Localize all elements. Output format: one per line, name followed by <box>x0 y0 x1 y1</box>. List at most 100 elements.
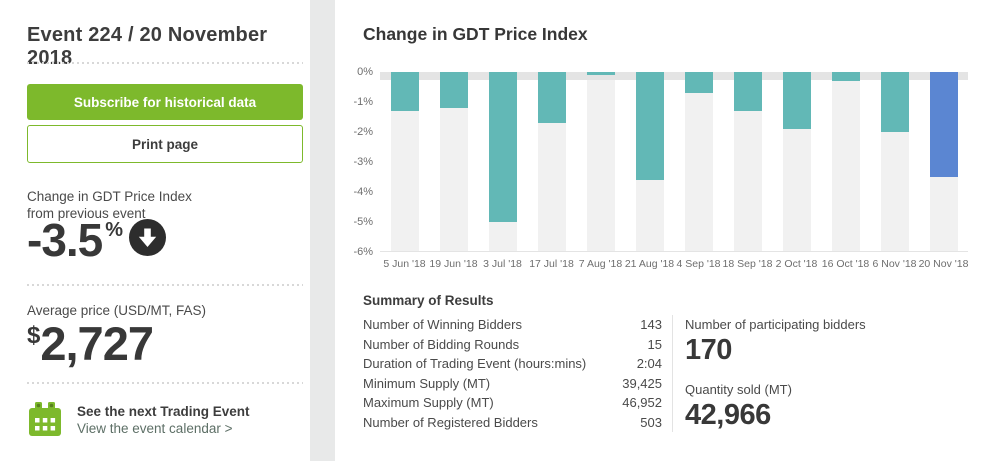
chart-plot: 5 Jun '18 19 Jun '18 3 Jul '18 17 Jul '18 7 … <box>380 72 968 270</box>
change-index-value: -3.5 <box>27 214 103 266</box>
chart-bar <box>880 72 909 132</box>
summary-row-value: 143 <box>640 317 662 332</box>
next-event-title: See the next Trading Event <box>77 404 250 419</box>
summary-row: Minimum Supply (MT) 39,425 <box>363 374 662 394</box>
x-tick-label: 16 Oct '18 <box>821 258 870 270</box>
summary-row-value: 15 <box>647 336 662 352</box>
summary-table: Number of Winning Bidders 143 Number of Bi… <box>363 315 673 432</box>
y-tick-label: -4% <box>353 186 373 198</box>
chart-bar <box>782 72 811 129</box>
y-tick-label: -6% <box>353 246 373 258</box>
summary-row: Number of Winning Bidders 143 <box>363 315 662 335</box>
chart-bar <box>929 72 958 177</box>
chart-zero-band <box>380 72 968 80</box>
average-price-value-row: $ 2,727 <box>27 317 154 370</box>
x-tick-label: 3 Jul '18 <box>483 258 522 270</box>
average-price-value: 2,727 <box>40 317 154 370</box>
divider <box>27 284 303 286</box>
change-index-label: Change in GDT Price Index from previous … <box>27 188 192 222</box>
y-tick-label: -5% <box>353 216 373 228</box>
chart-column: 3 Jul '18 <box>478 72 527 270</box>
quantity-sold-label: Quantity sold (MT) <box>685 382 792 397</box>
change-index-label-line1: Change in GDT Price Index <box>27 189 192 204</box>
print-page-button[interactable]: Print page <box>27 125 303 163</box>
chart-column: 21 Aug '18 <box>625 72 674 270</box>
average-price-currency: $ <box>27 322 41 349</box>
participating-bidders-label: Number of participating bidders <box>685 317 866 332</box>
summary-row-value: 503 <box>640 414 662 430</box>
chart-column: 4 Sep '18 <box>674 72 723 270</box>
chart-bar <box>537 72 566 123</box>
chart-column: 5 Jun '18 <box>380 72 429 270</box>
divider <box>27 382 303 384</box>
chart-column-track <box>831 72 860 251</box>
x-tick-label: 18 Sep '18 <box>722 258 773 270</box>
next-event-texts: See the next Trading Event View the even… <box>77 401 250 438</box>
event-calendar-link[interactable]: View the event calendar > <box>77 421 233 436</box>
x-tick-label: 2 Oct '18 <box>775 258 818 270</box>
calendar-icon <box>29 402 61 436</box>
summary-row-label: Maximum Supply (MT) <box>363 395 494 410</box>
chart-bar <box>733 72 762 111</box>
x-tick-label: 7 Aug '18 <box>578 258 623 270</box>
participating-bidders-stat: Number of participating bidders 170 <box>685 317 866 367</box>
y-tick-label: -2% <box>353 126 373 138</box>
subscribe-historical-data-button[interactable]: Subscribe for historical data <box>27 84 303 120</box>
summary-row: Maximum Supply (MT) 46,952 <box>363 393 662 413</box>
chart-columns: 5 Jun '18 19 Jun '18 3 Jul '18 17 Jul '18 7 … <box>380 72 968 270</box>
summary-row: Duration of Trading Event (hours:mins) 2:… <box>363 354 662 374</box>
summary-row-label: Number of Registered Bidders <box>363 414 538 430</box>
chart-bar <box>439 72 468 108</box>
quantity-sold-stat: Quantity sold (MT) 42,966 <box>685 382 792 432</box>
summary-row-value: 39,425 <box>622 375 662 391</box>
summary-row-value: 2:04 <box>636 356 662 371</box>
chart-column: 20 Nov '18 <box>919 72 968 270</box>
x-tick-label: 6 Nov '18 <box>872 258 917 270</box>
y-tick-label: -3% <box>353 156 373 168</box>
x-tick-label: 21 Aug '18 <box>624 258 675 270</box>
summary-row-label: Number of Bidding Rounds <box>363 336 520 352</box>
event-sidebar: Event 224 / 20 November 2018 Subscribe f… <box>0 0 310 461</box>
chart-title: Change in GDT Price Index <box>363 24 588 44</box>
chart-column: 2 Oct '18 <box>772 72 821 270</box>
next-trading-event-block: See the next Trading Event View the even… <box>27 401 250 438</box>
chart-column: 16 Oct '18 <box>821 72 870 270</box>
results-panel: Change in GDT Price Index 0% -1% -2% -3% -4%… <box>335 0 1000 461</box>
down-arrow-icon <box>129 219 167 256</box>
summary-row: Number of Registered Bidders 503 <box>363 413 662 433</box>
chart-bar <box>831 72 860 81</box>
divider <box>27 62 303 64</box>
x-tick-label: 17 Jul '18 <box>529 258 574 270</box>
summary-row-label: Number of Winning Bidders <box>363 317 522 332</box>
chart-column: 7 Aug '18 <box>576 72 625 270</box>
chart-bar <box>488 72 517 222</box>
change-index-label-line2: from previous event <box>27 206 146 221</box>
change-index-unit: % <box>105 219 124 241</box>
summary-row-label: Duration of Trading Event (hours:mins) <box>363 356 587 371</box>
chart-bar <box>586 72 615 75</box>
chart-bar <box>390 72 419 111</box>
change-index-value-row: -3.5 % <box>27 214 167 266</box>
average-price-label: Average price (USD/MT, FAS) <box>27 303 207 318</box>
chart-column-track <box>684 72 713 251</box>
summary-row: Number of Bidding Rounds 15 <box>363 335 662 355</box>
x-tick-label: 19 Jun '18 <box>429 258 478 270</box>
chart-column: 6 Nov '18 <box>870 72 919 270</box>
x-tick-label: 20 Nov '18 <box>918 258 969 270</box>
participating-bidders-value: 170 <box>685 334 732 366</box>
x-tick-label: 5 Jun '18 <box>383 258 426 270</box>
summary-row-label: Minimum Supply (MT) <box>363 375 491 391</box>
y-tick-label: -1% <box>353 96 373 108</box>
chart-column: 18 Sep '18 <box>723 72 772 270</box>
summary-row-value: 46,952 <box>622 395 662 410</box>
quantity-sold-value: 42,966 <box>685 399 771 431</box>
chart-column: 17 Jul '18 <box>527 72 576 270</box>
x-tick-label: 4 Sep '18 <box>676 258 721 270</box>
chart-bar <box>684 72 713 93</box>
chart-bar <box>635 72 664 180</box>
chart-column-track <box>586 72 615 251</box>
chart-column: 19 Jun '18 <box>429 72 478 270</box>
summary-heading: Summary of Results <box>363 293 494 308</box>
chart-y-axis: 0% -1% -2% -3% -4% -5% -6% <box>335 0 373 461</box>
